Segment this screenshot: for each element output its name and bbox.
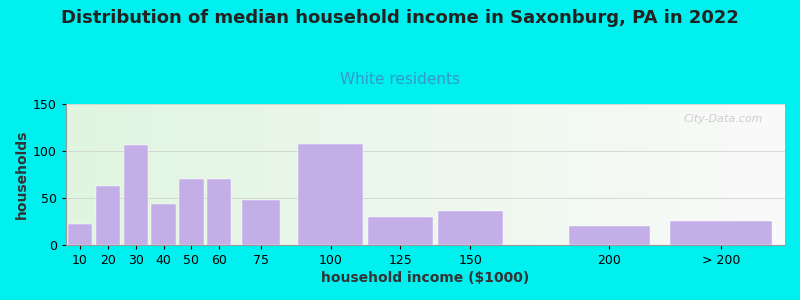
- Bar: [68, 224, 92, 245]
- Text: Distribution of median household income in Saxonburg, PA in 2022: Distribution of median household income …: [61, 9, 739, 27]
- Bar: [298, 144, 363, 245]
- Bar: [569, 226, 650, 245]
- Bar: [242, 200, 280, 245]
- X-axis label: household income ($1000): household income ($1000): [322, 271, 530, 285]
- Bar: [438, 211, 502, 245]
- Bar: [179, 179, 204, 245]
- Y-axis label: households: households: [15, 130, 29, 219]
- Bar: [151, 203, 176, 245]
- Text: City-Data.com: City-Data.com: [684, 114, 763, 124]
- Text: White residents: White residents: [340, 72, 460, 87]
- Bar: [123, 145, 148, 245]
- Bar: [96, 186, 120, 245]
- Bar: [207, 179, 231, 245]
- Bar: [368, 217, 433, 245]
- Bar: [670, 221, 772, 245]
